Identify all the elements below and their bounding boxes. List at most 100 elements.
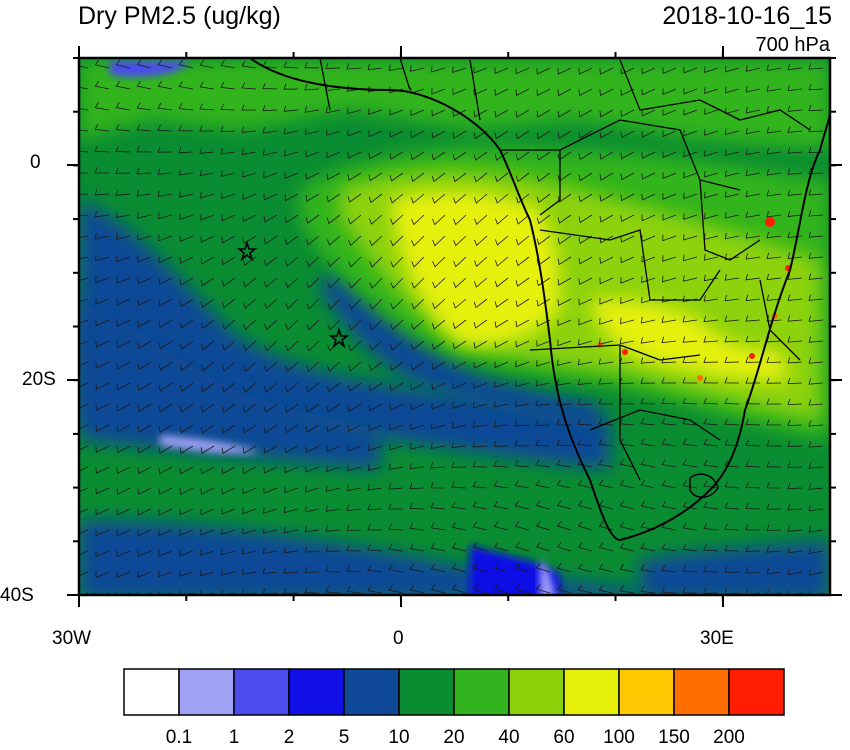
wind-barb bbox=[474, 193, 488, 204]
wind-barb bbox=[137, 255, 152, 263]
wind-barb bbox=[368, 424, 383, 432]
wind-barb bbox=[640, 316, 656, 324]
wind-barb bbox=[369, 340, 383, 351]
wind-barb bbox=[577, 563, 593, 573]
wind-barb bbox=[557, 235, 572, 245]
wind-barb bbox=[724, 566, 740, 573]
y-tick-label: 40S bbox=[0, 585, 34, 606]
wind-barb bbox=[473, 319, 488, 329]
wind-barb bbox=[515, 256, 530, 267]
wind-barb bbox=[178, 169, 194, 176]
wind-barb bbox=[178, 124, 194, 132]
wind-barb bbox=[388, 483, 404, 490]
wind-barb bbox=[619, 563, 635, 573]
wind-barb bbox=[787, 419, 803, 426]
wind-barb bbox=[410, 87, 425, 94]
wind-barb bbox=[474, 277, 488, 288]
wind-barb bbox=[430, 584, 446, 594]
wind-barb bbox=[495, 235, 509, 246]
wind-barb bbox=[724, 356, 740, 363]
wind-barb bbox=[95, 340, 110, 348]
wind-barb bbox=[661, 336, 677, 344]
wind-barb bbox=[263, 214, 278, 223]
wind-barb bbox=[200, 445, 215, 454]
wind-barb bbox=[347, 151, 362, 159]
wind-barb bbox=[283, 526, 299, 534]
wind-barb bbox=[474, 214, 488, 225]
wind-barb bbox=[157, 124, 173, 132]
wind-barb bbox=[94, 232, 110, 240]
wind-barb bbox=[766, 148, 782, 155]
colorbar-swatch bbox=[288, 668, 345, 716]
wind-barb bbox=[221, 382, 236, 393]
wind-barb bbox=[472, 441, 488, 448]
wind-barb bbox=[367, 585, 383, 594]
wind-barb bbox=[347, 172, 362, 181]
wind-barb bbox=[430, 522, 446, 531]
wind-barb bbox=[306, 319, 320, 331]
wind-barb bbox=[79, 193, 89, 195]
wind-barb bbox=[808, 504, 824, 512]
wind-barb bbox=[241, 126, 257, 133]
wind-barb bbox=[200, 191, 215, 199]
wind-barb bbox=[494, 130, 509, 140]
wind-barb bbox=[95, 319, 110, 327]
wind-barb bbox=[515, 235, 530, 246]
wind-barb bbox=[220, 170, 236, 177]
wind-barb bbox=[304, 587, 320, 594]
wind-barb bbox=[493, 460, 509, 468]
wind-barb bbox=[619, 479, 635, 489]
wind-barb bbox=[264, 277, 278, 288]
wind-barb bbox=[157, 80, 173, 90]
wind-barb bbox=[241, 60, 257, 69]
wind-barb bbox=[766, 231, 782, 239]
hotspot bbox=[622, 349, 628, 355]
wind-barb bbox=[325, 485, 341, 492]
wind-barb bbox=[389, 108, 404, 116]
wind-barb bbox=[305, 445, 320, 453]
star-marker bbox=[328, 327, 350, 349]
wind-barb bbox=[598, 358, 614, 365]
wind-barb bbox=[389, 424, 404, 431]
wind-barb bbox=[745, 567, 761, 574]
wind-barb bbox=[704, 150, 719, 157]
wind-barb bbox=[599, 318, 614, 325]
wind-barb bbox=[515, 298, 530, 308]
wind-barb bbox=[262, 127, 278, 134]
wind-barb bbox=[787, 547, 803, 554]
wind-barb bbox=[535, 500, 551, 510]
wind-barb bbox=[493, 542, 509, 552]
wind-barb bbox=[263, 424, 278, 434]
wind-barb bbox=[284, 382, 299, 393]
wind-barb bbox=[620, 109, 635, 117]
wind-barb bbox=[682, 543, 698, 552]
wind-barb bbox=[179, 382, 194, 392]
wind-barb bbox=[787, 252, 803, 259]
wind-barb bbox=[745, 127, 761, 135]
wind-barb bbox=[620, 151, 635, 160]
wind-barb bbox=[409, 65, 425, 72]
wind-barb bbox=[724, 460, 740, 468]
wind-barb bbox=[577, 398, 593, 405]
wind-barb bbox=[432, 193, 446, 204]
wind-barb bbox=[724, 149, 740, 156]
wind-barb bbox=[369, 214, 383, 225]
wind-barb bbox=[787, 126, 803, 133]
wind-barb bbox=[515, 277, 530, 287]
wind-barb bbox=[766, 127, 782, 134]
wind-barb bbox=[766, 169, 782, 176]
wind-barb bbox=[431, 109, 446, 117]
wind-barb bbox=[598, 459, 614, 468]
wind-barb bbox=[662, 255, 677, 262]
wind-barb bbox=[410, 109, 425, 116]
wind-barb bbox=[577, 378, 593, 386]
wind-barb bbox=[243, 298, 257, 309]
colorbar-swatch bbox=[673, 668, 730, 716]
wind-barb bbox=[367, 564, 383, 573]
wind-barb bbox=[367, 484, 383, 491]
wind-barb bbox=[284, 445, 299, 454]
wind-barb bbox=[368, 361, 383, 372]
wind-barb bbox=[577, 500, 593, 510]
wind-barb bbox=[137, 445, 152, 454]
wind-barb bbox=[283, 61, 299, 69]
